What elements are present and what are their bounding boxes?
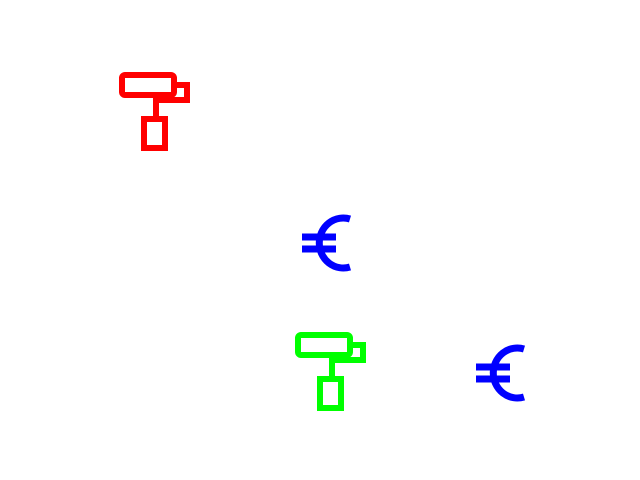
paint-roller-icon [119, 72, 190, 151]
euro-icon [302, 214, 352, 272]
paint-roller-icon [295, 332, 366, 411]
euro-icon [476, 344, 526, 402]
